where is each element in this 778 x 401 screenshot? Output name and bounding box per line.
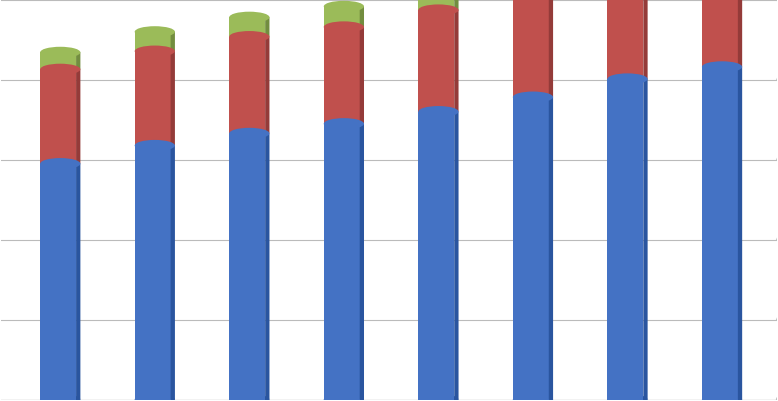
Ellipse shape [135, 27, 175, 38]
Bar [230, 38, 265, 134]
Bar [40, 53, 76, 70]
Ellipse shape [324, 119, 364, 130]
Ellipse shape [135, 141, 175, 152]
Ellipse shape [324, 22, 364, 33]
Bar [230, 134, 265, 400]
Polygon shape [359, 124, 364, 400]
Ellipse shape [135, 394, 175, 401]
Polygon shape [265, 18, 269, 38]
Polygon shape [170, 32, 175, 52]
Polygon shape [170, 52, 175, 146]
Ellipse shape [324, 394, 364, 401]
Polygon shape [359, 7, 364, 28]
Bar [513, 98, 548, 400]
Ellipse shape [608, 74, 647, 85]
Polygon shape [170, 146, 175, 400]
Ellipse shape [324, 2, 364, 13]
Bar [135, 33, 170, 52]
Bar [230, 18, 265, 38]
Ellipse shape [230, 128, 269, 140]
Polygon shape [738, 0, 742, 68]
Bar [40, 70, 76, 164]
Ellipse shape [513, 92, 553, 103]
Ellipse shape [230, 13, 269, 24]
Bar [324, 124, 359, 400]
Ellipse shape [230, 32, 269, 43]
Polygon shape [76, 164, 80, 400]
Bar [135, 146, 170, 400]
Ellipse shape [40, 159, 80, 170]
Polygon shape [738, 68, 742, 400]
Bar [702, 68, 738, 400]
Polygon shape [454, 0, 458, 11]
Bar [702, 0, 738, 68]
Bar [419, 0, 454, 11]
Ellipse shape [608, 394, 647, 401]
Polygon shape [76, 70, 80, 164]
Bar [324, 28, 359, 124]
Ellipse shape [513, 394, 553, 401]
Ellipse shape [702, 394, 742, 401]
Ellipse shape [40, 48, 80, 59]
Ellipse shape [419, 107, 458, 118]
Polygon shape [454, 11, 458, 112]
Polygon shape [548, 98, 553, 400]
Ellipse shape [40, 65, 80, 76]
Bar [40, 164, 76, 400]
Bar [513, 0, 548, 98]
Ellipse shape [419, 394, 458, 401]
Ellipse shape [230, 394, 269, 401]
Ellipse shape [135, 47, 175, 58]
Ellipse shape [40, 394, 80, 401]
Bar [419, 112, 454, 400]
Polygon shape [643, 80, 647, 400]
Polygon shape [643, 0, 647, 80]
Polygon shape [548, 0, 553, 98]
Polygon shape [265, 134, 269, 400]
Bar [419, 11, 454, 112]
Polygon shape [454, 112, 458, 400]
Bar [135, 52, 170, 146]
Bar [608, 0, 643, 80]
Ellipse shape [702, 62, 742, 73]
Polygon shape [359, 28, 364, 124]
Bar [324, 8, 359, 28]
Polygon shape [76, 53, 80, 70]
Bar [608, 80, 643, 400]
Polygon shape [265, 37, 269, 134]
Ellipse shape [419, 5, 458, 16]
